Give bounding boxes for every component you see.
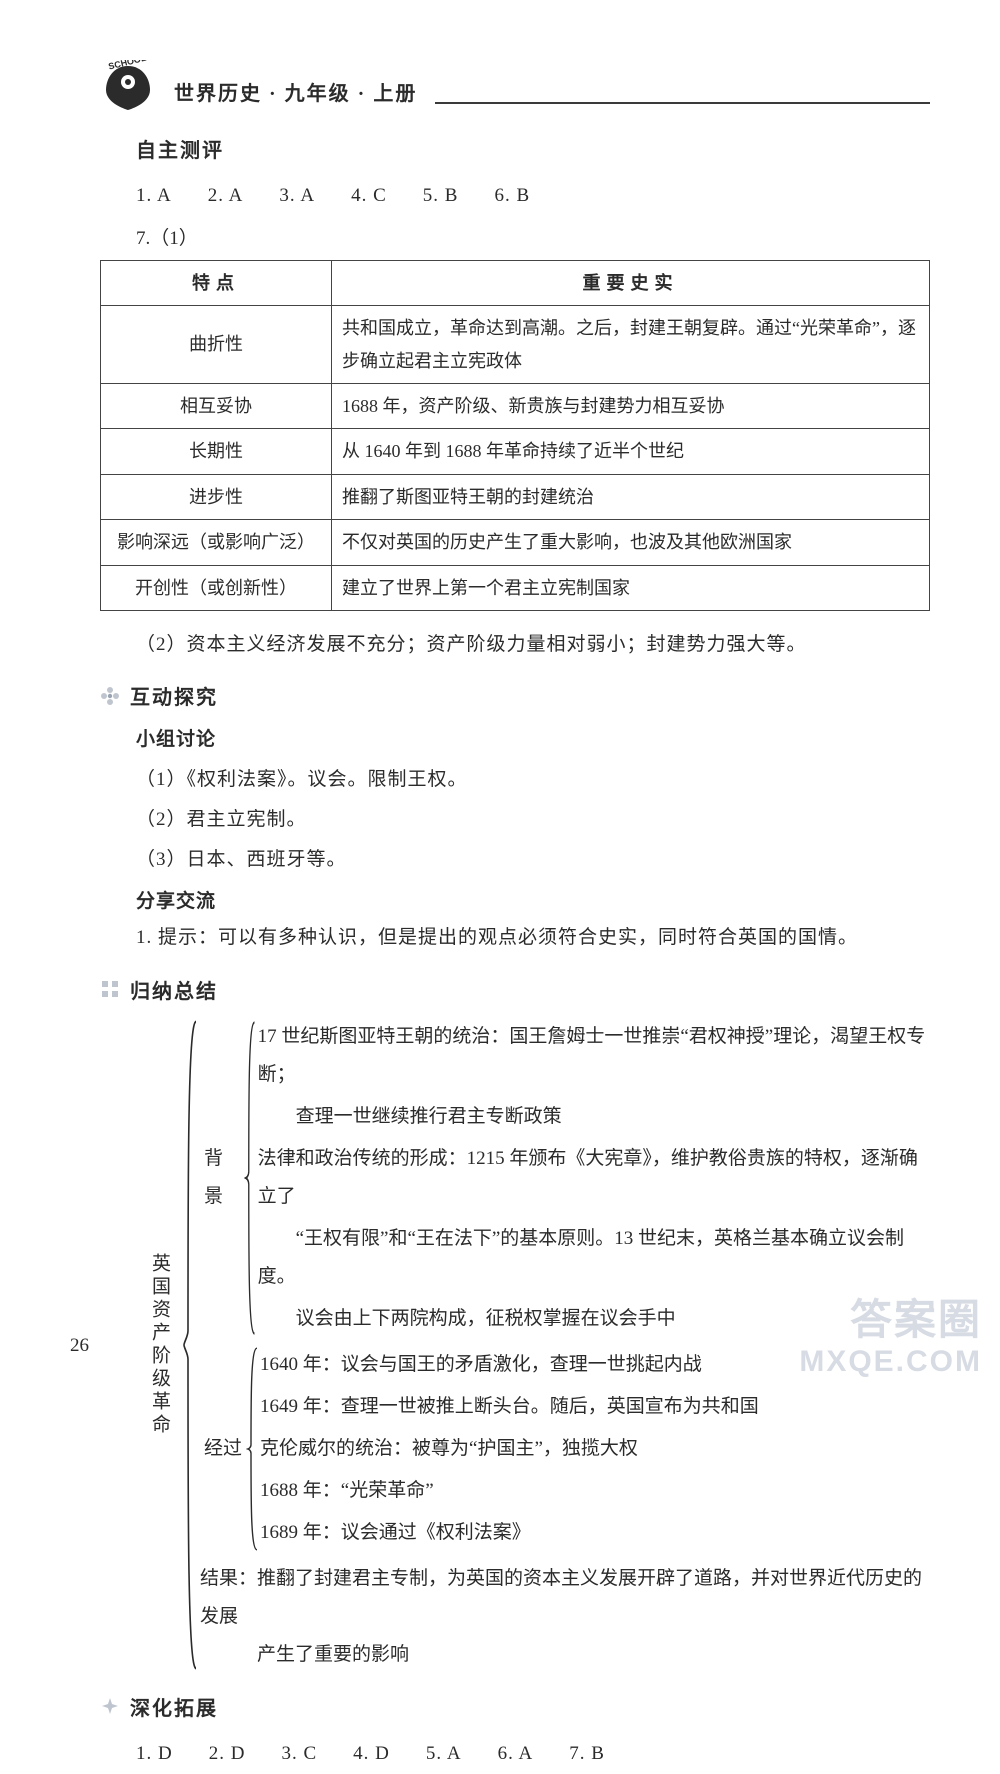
section-interactive: 互动探究 (100, 681, 930, 710)
table-row: 曲折性共和国成立，革命达到高潮。之后，封建王朝复辟。通过“光荣革命”，逐步确立起… (101, 306, 930, 384)
book-title: 世界历史 · 九年级 · 上册 (174, 77, 417, 110)
outline-line: “王权有限”和“王在法下”的基本原则。13 世纪末，英格兰基本确立议会制度。 (258, 1218, 930, 1298)
outline-line: 法律和政治传统的形成：1215 年颁布《大宪章》，维护教俗贵族的特权，逐渐确立了 (258, 1138, 930, 1218)
outline-line: 查理一世继续推行君主专断政策 (258, 1096, 930, 1138)
table-cell-feature: 影响深远（或影响广泛） (101, 520, 332, 565)
answer-item: 3. C (281, 1743, 317, 1764)
sparkle-icon (100, 1696, 120, 1716)
table-cell-fact: 从 1640 年到 1688 年革命持续了近半个世纪 (332, 429, 930, 474)
header-rule (435, 102, 930, 104)
flower-icon (100, 686, 120, 706)
section-summary: 归纳总结 (100, 975, 930, 1004)
table-cell-fact: 不仅对英国的历史产生了重大影响，也波及其他欧洲国家 (332, 520, 930, 565)
table-cell-fact: 1688 年，资产阶级、新贵族与封建势力相互妥协 (332, 383, 930, 428)
outline-root-label: 英国资产阶级革命 (136, 1016, 182, 1674)
table-header-col2: 重要史实 (332, 260, 930, 305)
group-discuss-label: 小组讨论 (136, 722, 930, 758)
result-block: 结果：推翻了封建君主专制，为英国的资本主义发展开辟了道路，并对世界近代历史的发展… (200, 1560, 930, 1674)
summary-outline: 英国资产阶级革命 背景 17 世纪斯图亚特王朝的统治：国王詹姆士一世推崇“君权神… (136, 1016, 930, 1674)
features-table: 特点 重要史实 曲折性共和国成立，革命达到高潮。之后，封建王朝复辟。通过“光荣革… (100, 260, 930, 611)
section-deepen: 深化拓展 (100, 1692, 930, 1721)
section-self-assessment-title: 自主测评 (136, 134, 930, 163)
background-lines: 17 世纪斯图亚特王朝的统治：国王詹姆士一世推崇“君权神授”理论，渴望王权专断；… (258, 1016, 930, 1340)
table-cell-feature: 进步性 (101, 474, 332, 519)
interactive-item: （1）《权利法案》。议会。限制王权。 (136, 762, 930, 798)
page-header: SCHOOL 世界历史 · 九年级 · 上册 (100, 60, 930, 110)
grid-icon (100, 979, 120, 999)
share-text: 1. 提示：可以有多种认识，但是提出的观点必须符合史实，同时符合英国的国情。 (136, 920, 930, 956)
outline-line: 1688 年：“光荣革命” (260, 1470, 759, 1512)
process-lines: 1640 年：议会与国王的矛盾激化，查理一世挑起内战1649 年：查理一世被推上… (260, 1344, 759, 1554)
share-label: 分享交流 (136, 884, 930, 920)
process-label: 经过 (200, 1344, 246, 1554)
outline-line: 1689 年：议会通过《权利法案》 (260, 1512, 759, 1554)
answer-item: 6. B (494, 185, 530, 206)
q7-2-text: （2）资本主义经济发展不充分；资产阶级力量相对弱小；封建势力强大等。 (136, 627, 930, 663)
section-summary-title: 归纳总结 (130, 975, 218, 1004)
result-text: 推翻了封建君主专制，为英国的资本主义发展开辟了道路，并对世界近代历史的发展 产生… (200, 1568, 922, 1665)
answer-item: 1. A (136, 185, 172, 206)
section-deepen-title: 深化拓展 (130, 1692, 218, 1721)
interactive-item: （3）日本、西班牙等。 (136, 842, 930, 878)
table-cell-fact: 共和国成立，革命达到高潮。之后，封建王朝复辟。通过“光荣革命”，逐步确立起君主立… (332, 306, 930, 384)
table-row: 相互妥协1688 年，资产阶级、新贵族与封建势力相互妥协 (101, 383, 930, 428)
deepen-answers: 1. D 2. D 3. C 4. D 5. A 6. A 7. B (136, 1733, 930, 1774)
answer-item: 5. A (426, 1743, 462, 1764)
answer-item: 2. A (208, 185, 244, 206)
result-label: 结果： (200, 1568, 257, 1589)
self-assessment-answers: 1. A 2. A 3. A 4. C 5. B 6. B (136, 175, 930, 217)
page-number: 26 (70, 1335, 89, 1357)
answer-item: 4. C (351, 185, 387, 206)
table-cell-feature: 长期性 (101, 429, 332, 474)
brace-icon (246, 1344, 260, 1554)
answer-item: 1. D (136, 1743, 173, 1764)
answer-item: 6. A (498, 1743, 534, 1764)
outline-line: 议会由上下两院构成，征税权掌握在议会手中 (258, 1298, 930, 1340)
table-cell-feature: 开创性（或创新性） (101, 565, 332, 610)
answer-item: 5. B (423, 185, 459, 206)
outline-line: 1640 年：议会与国王的矛盾激化，查理一世挑起内战 (260, 1344, 759, 1386)
table-cell-feature: 曲折性 (101, 306, 332, 384)
answer-item: 3. A (279, 185, 315, 206)
q7-label: 7.（1） (136, 223, 930, 250)
table-header-col1: 特点 (101, 260, 332, 305)
outline-line: 1649 年：查理一世被推上断头台。随后，英国宣布为共和国 (260, 1386, 759, 1428)
table-cell-fact: 推翻了斯图亚特王朝的封建统治 (332, 474, 930, 519)
section-interactive-title: 互动探究 (130, 681, 218, 710)
school-logo-icon: SCHOOL (100, 60, 156, 110)
table-row: 影响深远（或影响广泛）不仅对英国的历史产生了重大影响，也波及其他欧洲国家 (101, 520, 930, 565)
brace-icon (244, 1016, 257, 1340)
outline-line: 克伦威尔的统治：被尊为“护国主”，独揽大权 (260, 1428, 759, 1470)
interactive-item: （2）君主立宪制。 (136, 802, 930, 838)
table-row: 长期性从 1640 年到 1688 年革命持续了近半个世纪 (101, 429, 930, 474)
table-cell-feature: 相互妥协 (101, 383, 332, 428)
answer-item: 4. D (353, 1743, 390, 1764)
page-root: SCHOOL 世界历史 · 九年级 · 上册 自主测评 1. A 2. A 3. A… (0, 0, 1000, 1397)
table-cell-fact: 建立了世界上第一个君主立宪制国家 (332, 565, 930, 610)
answer-item: 7. B (569, 1743, 605, 1764)
table-row: 进步性推翻了斯图亚特王朝的封建统治 (101, 474, 930, 519)
background-label: 背景 (200, 1016, 244, 1340)
outline-line: 17 世纪斯图亚特王朝的统治：国王詹姆士一世推崇“君权神授”理论，渴望王权专断； (258, 1016, 930, 1096)
answer-item: 2. D (209, 1743, 246, 1764)
table-row: 开创性（或创新性）建立了世界上第一个君主立宪制国家 (101, 565, 930, 610)
brace-icon (182, 1016, 200, 1674)
